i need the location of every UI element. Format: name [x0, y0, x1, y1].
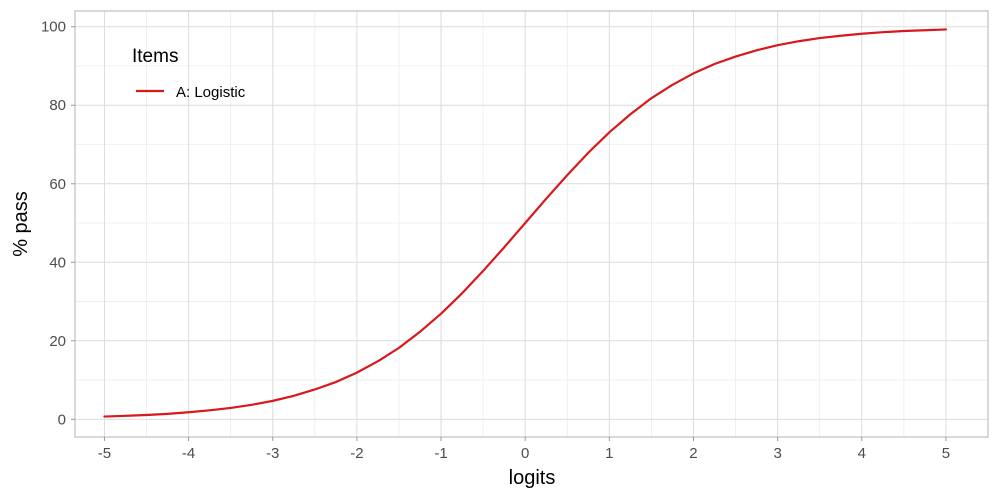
minor-gridlines — [75, 11, 988, 437]
x-axis-title: logits — [509, 467, 556, 489]
series-layer — [103, 28, 948, 418]
x-tick-label: 2 — [689, 445, 697, 462]
major-gridlines — [75, 11, 988, 437]
x-tick-label: 4 — [858, 445, 866, 462]
y-tick-label: 100 — [41, 19, 66, 36]
x-tick-label: 3 — [773, 445, 781, 462]
x-tick-label: -5 — [98, 445, 111, 462]
series-line-a-logistic — [103, 28, 948, 418]
y-axis-title: % pass — [10, 191, 32, 257]
x-tick-label: -4 — [182, 445, 195, 462]
y-tick-label: 60 — [49, 176, 66, 193]
y-axis: 0 20 40 60 80 100 — [41, 19, 75, 428]
legend-title: Items — [132, 46, 178, 67]
x-axis: -5 -4 -3 -2 -1 0 1 2 3 4 5 — [98, 437, 950, 462]
x-tick-label: -2 — [350, 445, 363, 462]
y-tick-label: 40 — [49, 254, 66, 271]
x-tick-label: 0 — [521, 445, 529, 462]
y-tick-label: 0 — [58, 411, 66, 428]
x-tick-label: 1 — [605, 445, 613, 462]
x-tick-label: 5 — [942, 445, 950, 462]
x-tick-label: -1 — [434, 445, 447, 462]
y-tick-label: 20 — [49, 333, 66, 350]
legend: Items A: Logistic — [132, 46, 246, 101]
panel-border — [74, 10, 989, 438]
x-tick-label: -3 — [266, 445, 279, 462]
legend-label-a-logistic: A: Logistic — [176, 84, 246, 101]
y-tick-label: 80 — [49, 97, 66, 114]
